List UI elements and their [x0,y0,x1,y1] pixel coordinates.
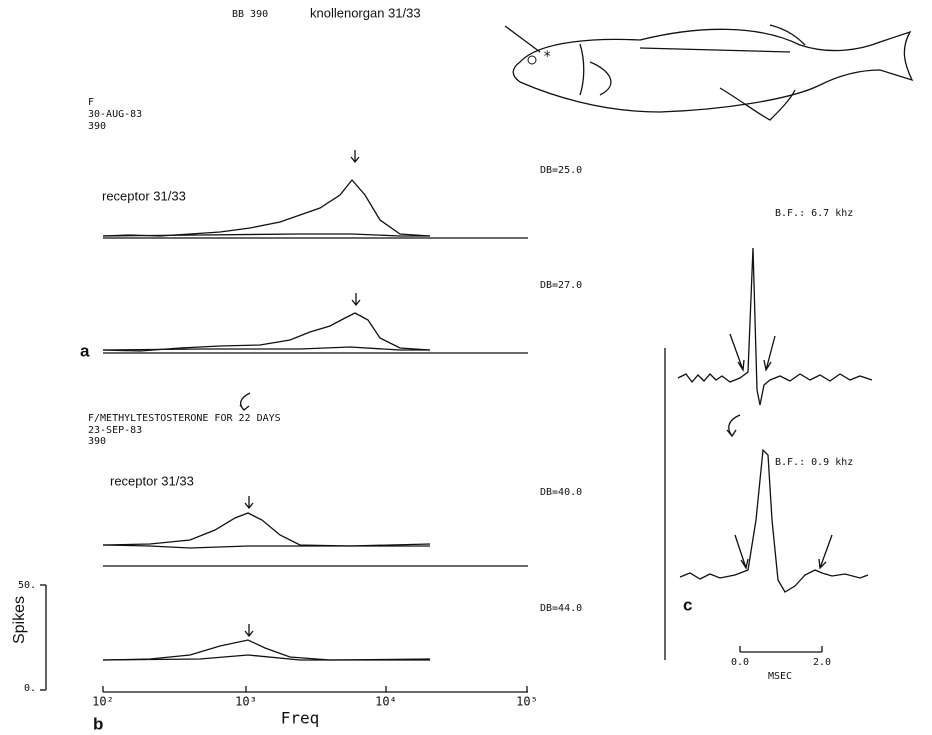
date-b: 23-SEP-83 [88,425,142,436]
y-tick-label: 0. [24,683,36,694]
x-tick-label: 10⁵ [516,695,538,709]
x-tick-label: 10⁴ [375,695,397,709]
waveforms [664,247,873,660]
y-axis-label: Spikes [11,596,28,644]
axes [40,584,528,693]
x-axis-label: Freq [281,709,320,728]
tuning-curves [102,150,528,661]
level: DB=25.0 [540,165,582,176]
x-tick-label: 10² [92,695,114,709]
level: DB=27.0 [540,280,582,291]
level: DB=40.0 [540,487,582,498]
x-tick-label: 2.0 [813,657,831,668]
x-tick-label: 0.0 [731,657,749,668]
date-a: 30-AUG-83 [88,109,142,120]
receptor: receptor 31/33 [110,473,194,488]
y-tick-label: 50. [18,580,36,591]
panel-label: a [80,341,90,360]
group-b: F/METHYLTESTOSTERONE FOR 22 DAYS [88,413,281,424]
panel-label: c [683,595,692,614]
best-frequency: B.F.: 6.7 khz [775,208,853,219]
fish-id: BB 390 [232,9,268,20]
x-tick-label: 10³ [235,695,257,709]
best-frequency: B.F.: 0.9 khz [775,457,853,468]
id-b: 390 [88,436,106,447]
panel-label: b [93,714,103,733]
organ: knollenorgan 31/33 [310,5,421,20]
level: DB=44.0 [540,603,582,614]
asterisk: * [543,49,551,65]
id-a: 390 [88,121,106,132]
receptor: receptor 31/33 [102,188,186,203]
x-axis-label: MSEC [768,671,792,682]
group-a: F [88,97,94,108]
fish-drawing: * [504,24,914,121]
